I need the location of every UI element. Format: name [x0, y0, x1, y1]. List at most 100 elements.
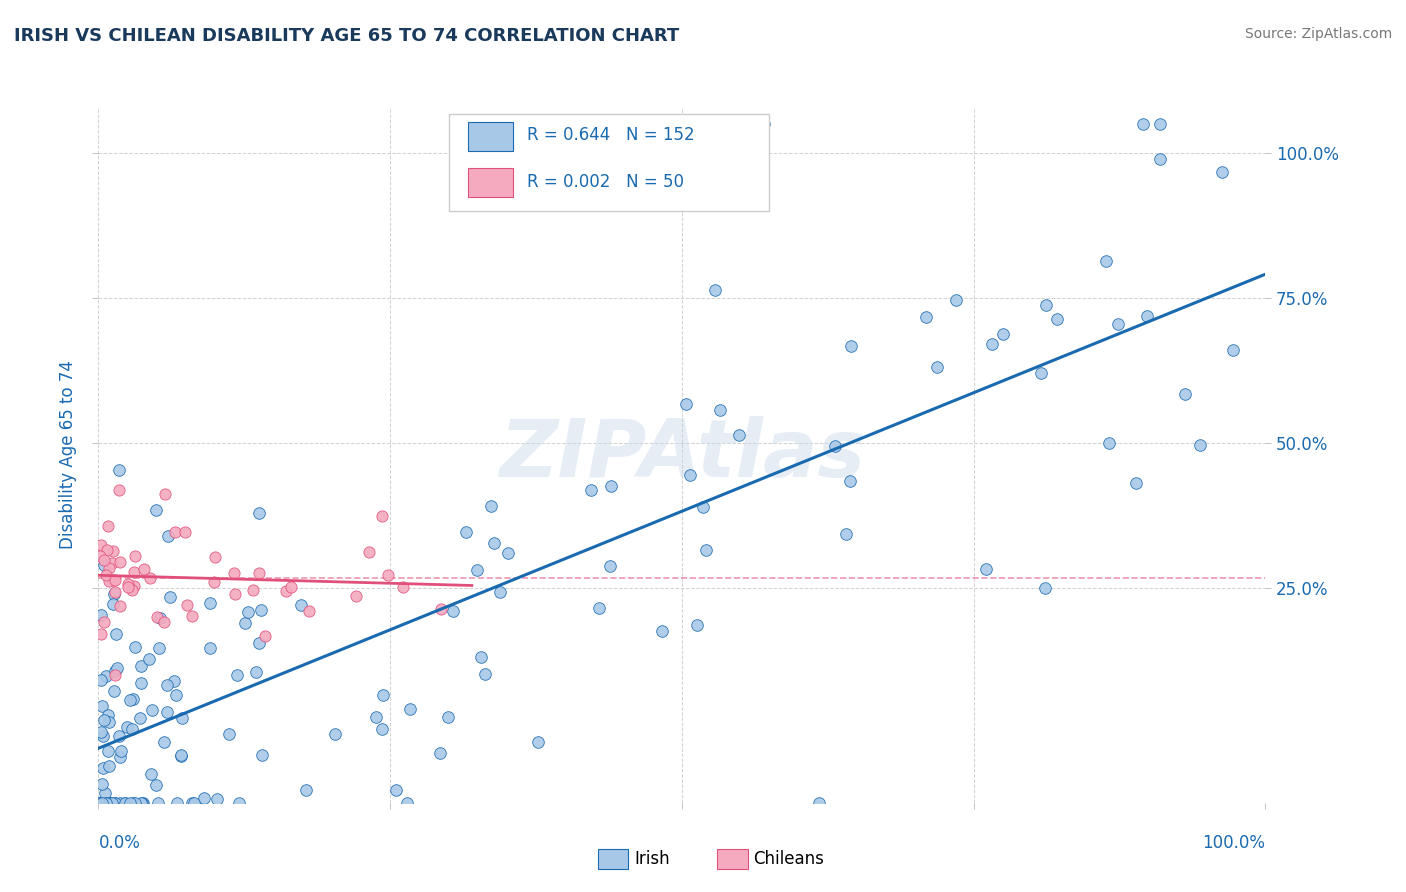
Point — [166, 796, 188, 810]
Point — [588, 600, 610, 615]
Point — [110, 750, 132, 764]
Point — [489, 585, 512, 599]
Point — [138, 571, 160, 585]
Point — [104, 627, 127, 641]
Point — [704, 283, 727, 297]
Point — [170, 711, 193, 725]
Point — [90, 673, 112, 687]
Point — [651, 624, 673, 638]
Point — [104, 573, 127, 587]
Point — [103, 598, 125, 612]
Point — [117, 576, 139, 591]
Point — [117, 580, 139, 594]
Point — [138, 652, 160, 666]
Point — [373, 689, 395, 703]
Point — [679, 467, 702, 482]
Point — [97, 744, 120, 758]
Point — [364, 710, 387, 724]
Point — [993, 326, 1015, 341]
Point — [228, 796, 250, 810]
Point — [675, 397, 697, 411]
Point — [727, 428, 749, 442]
Point — [1149, 152, 1171, 166]
Point — [90, 607, 112, 622]
Point — [392, 580, 415, 594]
Point — [395, 796, 418, 810]
Point — [181, 796, 204, 810]
Point — [165, 688, 187, 702]
Point — [692, 500, 714, 515]
Point — [1135, 309, 1157, 323]
Point — [129, 796, 152, 810]
Point — [96, 796, 118, 810]
Text: Chileans: Chileans — [754, 850, 824, 868]
Point — [599, 558, 621, 573]
Text: Irish: Irish — [634, 850, 669, 868]
Point — [233, 616, 256, 631]
Point — [1035, 298, 1057, 312]
Text: R = 0.644   N = 152: R = 0.644 N = 152 — [527, 126, 695, 144]
Point — [91, 796, 114, 810]
Point — [1132, 117, 1154, 131]
Point — [1033, 581, 1056, 595]
Point — [97, 796, 120, 810]
Text: Source: ZipAtlas.com: Source: ZipAtlas.com — [1244, 27, 1392, 41]
Point — [101, 573, 124, 587]
Point — [222, 566, 245, 581]
Point — [114, 796, 136, 810]
Point — [131, 796, 153, 810]
Point — [163, 674, 186, 689]
Point — [824, 439, 846, 453]
Point — [1029, 367, 1052, 381]
Point — [1189, 438, 1212, 452]
Text: IRISH VS CHILEAN DISABILITY AGE 65 TO 74 CORRELATION CHART: IRISH VS CHILEAN DISABILITY AGE 65 TO 74… — [14, 27, 679, 45]
Point — [93, 558, 115, 572]
Point — [384, 783, 406, 797]
Point — [377, 568, 399, 582]
Point — [103, 664, 125, 678]
Point — [156, 678, 179, 692]
Point — [526, 735, 548, 749]
Point — [169, 748, 191, 763]
Point — [482, 535, 505, 549]
Point — [131, 676, 153, 690]
Point — [579, 483, 602, 497]
Point — [89, 796, 111, 810]
Point — [93, 713, 115, 727]
Point — [470, 649, 492, 664]
Point — [121, 796, 143, 810]
Point — [90, 538, 112, 552]
Point — [176, 599, 198, 613]
Y-axis label: Disability Age 65 to 74: Disability Age 65 to 74 — [59, 360, 77, 549]
Point — [96, 542, 118, 557]
Point — [1046, 311, 1069, 326]
Point — [945, 293, 967, 307]
Point — [103, 587, 125, 601]
Point — [94, 796, 117, 810]
Point — [1174, 387, 1197, 401]
Point — [371, 723, 394, 737]
Point — [467, 564, 489, 578]
Point — [250, 747, 273, 762]
Point — [115, 720, 138, 734]
Point — [96, 669, 118, 683]
Point — [170, 749, 193, 764]
Point — [146, 610, 169, 624]
Point — [146, 796, 169, 810]
Point — [104, 668, 127, 682]
Point — [108, 463, 131, 477]
Point — [927, 359, 949, 374]
Point — [200, 641, 222, 656]
Point — [121, 582, 143, 597]
Point — [97, 708, 120, 723]
Point — [685, 618, 707, 632]
Point — [202, 574, 225, 589]
Point — [153, 735, 176, 749]
Point — [120, 692, 142, 706]
Point — [193, 791, 215, 805]
Point — [599, 478, 621, 492]
Point — [104, 585, 127, 599]
Point — [436, 710, 458, 724]
Point — [114, 796, 136, 810]
Point — [97, 758, 120, 772]
